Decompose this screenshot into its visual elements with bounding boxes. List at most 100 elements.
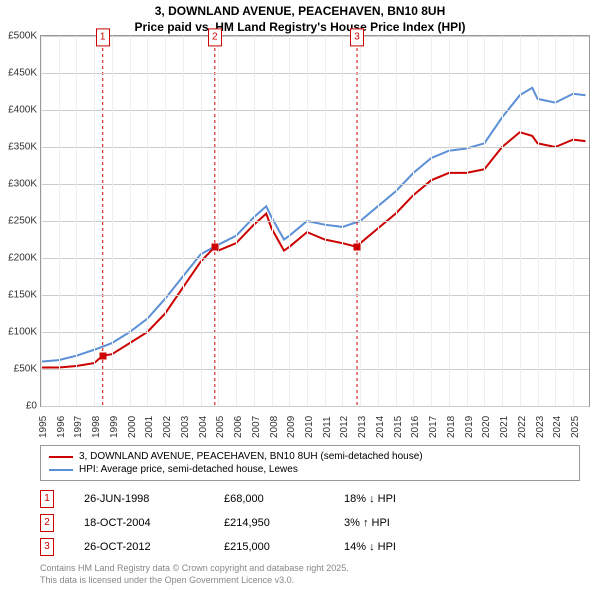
y-gridline bbox=[41, 36, 589, 37]
x-axis-label: 2018 bbox=[446, 416, 457, 438]
y-gridline bbox=[41, 73, 589, 74]
x-gridline bbox=[502, 36, 503, 406]
x-gridline bbox=[307, 36, 308, 406]
y-axis-label: £400K bbox=[1, 105, 37, 116]
y-axis-label: £200K bbox=[1, 253, 37, 264]
y-axis-label: £300K bbox=[1, 179, 37, 190]
x-gridline bbox=[130, 36, 131, 406]
x-gridline bbox=[467, 36, 468, 406]
x-axis-label: 2011 bbox=[322, 417, 333, 439]
legend-item-property: 3, DOWNLAND AVENUE, PEACEHAVEN, BN10 8UH… bbox=[49, 450, 571, 463]
x-gridline bbox=[94, 36, 95, 406]
sales-price: £215,000 bbox=[224, 541, 314, 553]
x-axis-label: 2016 bbox=[410, 416, 421, 438]
y-gridline bbox=[41, 147, 589, 148]
x-axis-label: 1997 bbox=[73, 416, 84, 438]
x-gridline bbox=[59, 36, 60, 406]
y-gridline bbox=[41, 184, 589, 185]
sales-marker: 1 bbox=[40, 490, 54, 508]
sales-row: 3 26-OCT-2012 £215,000 14% ↓ HPI bbox=[40, 535, 580, 559]
x-axis-label: 1996 bbox=[56, 416, 67, 438]
x-axis-label: 2004 bbox=[198, 416, 209, 438]
attribution-line1: Contains HM Land Registry data © Crown c… bbox=[40, 563, 580, 575]
x-axis-label: 2023 bbox=[535, 416, 546, 438]
x-gridline bbox=[431, 36, 432, 406]
sales-marker: 2 bbox=[40, 514, 54, 532]
legend-label-property: 3, DOWNLAND AVENUE, PEACEHAVEN, BN10 8UH… bbox=[79, 451, 423, 462]
x-axis-label: 2012 bbox=[339, 416, 350, 438]
x-gridline bbox=[218, 36, 219, 406]
attribution: Contains HM Land Registry data © Crown c… bbox=[40, 563, 580, 586]
x-axis-label: 1995 bbox=[38, 416, 49, 438]
x-gridline bbox=[112, 36, 113, 406]
y-axis-label: £0 bbox=[1, 401, 37, 412]
attribution-line2: This data is licensed under the Open Gov… bbox=[40, 575, 580, 587]
x-axis-label: 2001 bbox=[144, 416, 155, 438]
x-gridline bbox=[573, 36, 574, 406]
y-axis-label: £150K bbox=[1, 290, 37, 301]
sales-price: £214,950 bbox=[224, 517, 314, 529]
x-axis-label: 2002 bbox=[162, 416, 173, 438]
y-gridline bbox=[41, 110, 589, 111]
y-axis-label: £350K bbox=[1, 142, 37, 153]
y-gridline bbox=[41, 221, 589, 222]
x-axis-label: 2014 bbox=[375, 416, 386, 438]
x-gridline bbox=[183, 36, 184, 406]
x-gridline bbox=[165, 36, 166, 406]
x-axis-label: 2009 bbox=[286, 416, 297, 438]
x-gridline bbox=[520, 36, 521, 406]
title-line2: Price paid vs. HM Land Registry's House … bbox=[0, 20, 600, 36]
x-gridline bbox=[254, 36, 255, 406]
x-axis-label: 2013 bbox=[357, 416, 368, 438]
x-axis-label: 2003 bbox=[180, 416, 191, 438]
sales-diff: 14% ↓ HPI bbox=[344, 541, 424, 553]
x-gridline bbox=[538, 36, 539, 406]
sale-dot bbox=[211, 244, 218, 251]
sale-dot bbox=[99, 352, 106, 359]
x-gridline bbox=[360, 36, 361, 406]
y-axis-label: £450K bbox=[1, 68, 37, 79]
x-gridline bbox=[236, 36, 237, 406]
x-gridline bbox=[201, 36, 202, 406]
sales-date: 18-OCT-2004 bbox=[84, 517, 194, 529]
y-axis-label: £100K bbox=[1, 327, 37, 338]
sales-table: 1 26-JUN-1998 £68,000 18% ↓ HPI 2 18-OCT… bbox=[40, 487, 580, 559]
x-gridline bbox=[272, 36, 273, 406]
legend-item-hpi: HPI: Average price, semi-detached house,… bbox=[49, 463, 571, 476]
x-axis-label: 2020 bbox=[481, 416, 492, 438]
x-axis-label: 2010 bbox=[304, 416, 315, 438]
x-gridline bbox=[555, 36, 556, 406]
x-axis-label: 2000 bbox=[127, 416, 138, 438]
chart-plot-area: £0£50K£100K£150K£200K£250K£300K£350K£400… bbox=[40, 35, 590, 407]
x-gridline bbox=[342, 36, 343, 406]
x-axis-label: 2025 bbox=[570, 416, 581, 438]
x-gridline bbox=[325, 36, 326, 406]
sale-marker-box: 1 bbox=[96, 29, 110, 47]
y-axis-label: £50K bbox=[1, 364, 37, 375]
y-gridline bbox=[41, 369, 589, 370]
y-gridline bbox=[41, 295, 589, 296]
x-axis-label: 1999 bbox=[109, 416, 120, 438]
x-axis-label: 2024 bbox=[552, 416, 563, 438]
sale-dot bbox=[354, 244, 361, 251]
x-gridline bbox=[449, 36, 450, 406]
sale-marker-box: 3 bbox=[350, 29, 364, 47]
x-axis-label: 2007 bbox=[251, 416, 262, 438]
sales-diff: 18% ↓ HPI bbox=[344, 493, 424, 505]
x-axis-label: 2021 bbox=[499, 416, 510, 438]
series-hpi bbox=[41, 88, 585, 362]
sales-row: 2 18-OCT-2004 £214,950 3% ↑ HPI bbox=[40, 511, 580, 535]
x-gridline bbox=[147, 36, 148, 406]
x-gridline bbox=[76, 36, 77, 406]
x-gridline bbox=[378, 36, 379, 406]
x-axis-label: 1998 bbox=[91, 416, 102, 438]
sales-date: 26-JUN-1998 bbox=[84, 493, 194, 505]
x-gridline bbox=[289, 36, 290, 406]
y-gridline bbox=[41, 406, 589, 407]
sale-marker-box: 2 bbox=[208, 29, 222, 47]
chart-title: 3, DOWNLAND AVENUE, PEACEHAVEN, BN10 8UH… bbox=[0, 0, 600, 35]
x-gridline bbox=[396, 36, 397, 406]
x-axis-label: 2008 bbox=[269, 416, 280, 438]
legend-label-hpi: HPI: Average price, semi-detached house,… bbox=[79, 464, 298, 475]
x-axis-label: 2015 bbox=[393, 416, 404, 438]
